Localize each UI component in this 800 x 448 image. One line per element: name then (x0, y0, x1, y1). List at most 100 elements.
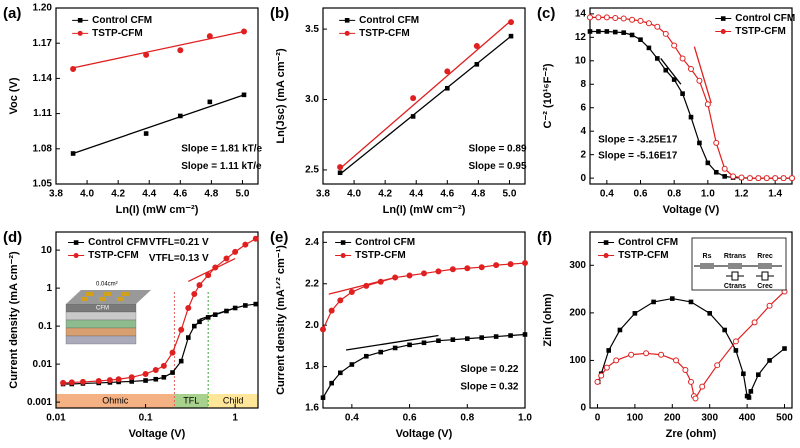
marker (142, 370, 149, 377)
marker (493, 262, 500, 269)
y-tick-label: 10 (41, 245, 53, 256)
y-tick-label: 8 (580, 79, 586, 90)
marker (522, 332, 528, 337)
marker (638, 37, 643, 42)
marker (705, 160, 711, 166)
marker (628, 351, 635, 358)
marker (185, 304, 192, 311)
legend-label: TSTP-CFM (618, 250, 669, 261)
marker (328, 307, 335, 314)
y-tick-label: 1.17 (33, 38, 53, 49)
y-tick-label: 200 (569, 308, 586, 319)
x-tick-label: 4.8 (471, 189, 485, 200)
marker (191, 291, 198, 298)
legend-label: Control CFM (359, 15, 419, 26)
y-tick-label: 14 (575, 9, 587, 20)
marker (205, 315, 211, 320)
annotation: Slope = -5.16E17 (598, 150, 678, 161)
marker (479, 335, 485, 340)
fit-line (72, 94, 245, 155)
marker (620, 15, 627, 22)
marker (205, 272, 212, 279)
annotation: Slope = -3.25E17 (598, 135, 678, 146)
marker (410, 95, 417, 102)
marker (738, 174, 745, 181)
x-tick-label: 0 (595, 413, 601, 424)
legend-label: TSTP-CFM (92, 28, 143, 39)
marker (252, 235, 259, 242)
marker (751, 319, 758, 326)
marker (232, 248, 239, 255)
marker (320, 326, 326, 333)
annotation: Slope = 1.81 kT/e (181, 143, 262, 154)
marker (160, 362, 167, 369)
marker (763, 175, 770, 182)
marker (722, 327, 727, 333)
marker (436, 338, 441, 344)
panel: 0 100 200 300 400 500 0 100 200 300 (f) Zre (ohm) Zi… (537, 229, 793, 440)
marker (755, 175, 762, 182)
inset-pad (117, 297, 124, 301)
marker (474, 62, 480, 67)
x-tick-label: 4.0 (347, 189, 361, 200)
marker (377, 278, 384, 285)
y-tick-label: 6 (580, 102, 586, 113)
marker (713, 169, 719, 175)
x-tick-label: 3.8 (49, 189, 63, 200)
marker (232, 305, 238, 311)
y-tick-label: 2.4 (305, 237, 319, 248)
marker (207, 99, 213, 105)
marker (746, 175, 753, 182)
marker (645, 20, 652, 27)
y-tick-label: 1.6 (305, 403, 319, 414)
y-tick-label: 1.11 (33, 108, 52, 119)
marker (673, 357, 680, 364)
marker (493, 334, 499, 339)
x-axis-title: Voltage (V) (663, 204, 720, 216)
x-tick-label: 1.2 (735, 189, 749, 200)
annotation: VTFL=0.13 V (149, 253, 209, 264)
region-label: Child (223, 395, 244, 405)
marker (178, 358, 184, 364)
marker (733, 348, 739, 353)
marker (688, 66, 694, 73)
marker (329, 380, 334, 386)
x-tick-label: 4.4 (142, 189, 156, 200)
marker (587, 14, 593, 21)
marker (680, 91, 685, 96)
annotation: Slope = 1.11 kT/e (181, 161, 262, 172)
y-axis-title: Ln(Jsc) (mA cm⁻²) (275, 48, 287, 144)
marker (177, 47, 184, 54)
x-tick-label: 0.01 (46, 413, 66, 424)
inset-pad (86, 292, 93, 296)
marker (595, 14, 602, 21)
marker (587, 29, 593, 34)
marker (363, 353, 369, 359)
inset-label: CFM (96, 306, 109, 312)
marker (508, 19, 515, 26)
legend-label: Control CFM (735, 13, 795, 24)
marker (435, 268, 442, 275)
marker (613, 357, 620, 364)
marker (780, 175, 787, 182)
capacitor (731, 271, 739, 281)
marker (68, 379, 75, 386)
marker (617, 327, 623, 333)
x-tick-label: 4.8 (204, 189, 218, 200)
marker (178, 326, 185, 333)
series-line (597, 297, 785, 399)
marker (682, 366, 689, 373)
annotation: Slope = 0.89 (468, 143, 527, 154)
x-tick-label: 0.1 (139, 413, 153, 424)
marker (95, 377, 102, 384)
marker (713, 139, 720, 146)
panel-label: (c) (537, 5, 555, 22)
plot-frame (589, 7, 793, 185)
region-label: TFL (183, 395, 199, 405)
marker (445, 85, 450, 91)
resistor (700, 263, 714, 269)
marker (671, 77, 677, 82)
legend-marker (77, 30, 83, 36)
marker (596, 29, 601, 34)
series-line (322, 333, 526, 398)
